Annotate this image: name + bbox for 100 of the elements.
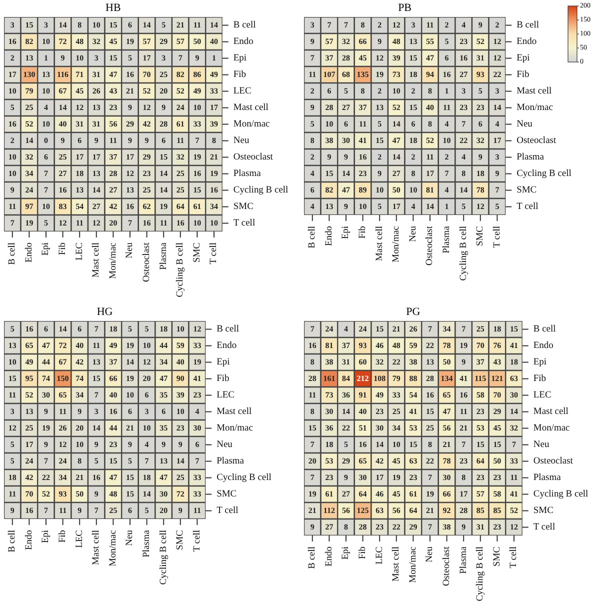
data-label: 33 xyxy=(210,86,218,96)
y-tick-label: Mon/mac xyxy=(233,119,270,130)
data-label: 5 xyxy=(344,86,348,96)
data-label: 23 xyxy=(409,472,418,482)
x-tick-label: T cell xyxy=(192,529,202,552)
data-label: 44 xyxy=(42,357,50,366)
data-label: 12 xyxy=(58,218,67,228)
data-label: 7 xyxy=(310,472,314,482)
data-label: 10 xyxy=(42,37,50,46)
data-label: 86 xyxy=(193,70,202,80)
data-label: 19 xyxy=(193,152,202,162)
data-label: 23 xyxy=(493,522,502,532)
data-label: 5 xyxy=(378,202,382,212)
data-label: 81 xyxy=(426,186,434,195)
data-label: 25 xyxy=(142,186,151,195)
data-label: 9 xyxy=(128,136,132,146)
data-label: 16 xyxy=(426,390,434,400)
chart-title: PG xyxy=(405,306,422,318)
data-label: 14 xyxy=(160,186,168,195)
data-label: 35 xyxy=(160,390,168,400)
data-label: 45 xyxy=(109,37,118,46)
y-tick-label: Neu xyxy=(533,439,550,450)
data-label: 135 xyxy=(356,70,369,80)
data-label: 19 xyxy=(392,472,400,482)
data-label: 17 xyxy=(142,54,151,63)
data-label: 74 xyxy=(42,374,50,383)
data-label: 2 xyxy=(310,86,314,96)
data-label: 134 xyxy=(440,374,453,383)
chart-title: HG xyxy=(96,306,114,318)
data-label: 15 xyxy=(376,324,384,334)
data-label: 61 xyxy=(325,489,334,498)
data-label: 32 xyxy=(476,136,484,146)
data-label: 25 xyxy=(160,70,168,80)
data-label: 65 xyxy=(358,456,367,466)
data-label: 17 xyxy=(493,136,502,146)
data-label: 10 xyxy=(392,86,400,96)
data-label: 78 xyxy=(442,456,451,466)
y-tick-label: Osteoclast xyxy=(533,456,574,466)
data-label: 41 xyxy=(510,489,518,498)
data-label: 8 xyxy=(310,136,314,146)
y-tick-label: SMC xyxy=(233,202,254,212)
data-label: 4 xyxy=(310,202,314,212)
data-label: 4 xyxy=(344,324,348,334)
chart-title: PB xyxy=(397,2,413,14)
data-label: 14 xyxy=(160,169,168,178)
data-label: 47 xyxy=(392,136,400,146)
x-tick-label: LEC xyxy=(374,546,385,564)
data-label: 23 xyxy=(493,472,502,482)
data-label: 15 xyxy=(409,103,418,112)
data-label: 52 xyxy=(426,136,434,146)
data-label: 7 xyxy=(428,522,432,532)
data-label: 5 xyxy=(310,120,314,129)
data-label: 12 xyxy=(510,522,518,532)
data-label: 150 xyxy=(56,374,69,383)
data-label: 5 xyxy=(10,440,14,449)
data-label: 2 xyxy=(495,20,500,30)
data-label: 13 xyxy=(25,406,34,416)
data-label: 19 xyxy=(160,202,168,212)
data-label: 5 xyxy=(128,456,132,466)
data-label: 24 xyxy=(58,456,67,466)
data-label: 3 xyxy=(411,20,416,30)
y-tick-label: T cell xyxy=(516,202,539,212)
data-label: 10 xyxy=(8,169,16,178)
x-tick-label: SMC xyxy=(176,530,186,550)
data-label: 6 xyxy=(162,136,166,146)
x-tick-label: Neu xyxy=(408,226,418,242)
data-label: 8 xyxy=(411,169,416,178)
data-label: 9 xyxy=(344,152,348,162)
data-label: 7 xyxy=(428,324,432,334)
data-label: 9 xyxy=(94,440,98,449)
x-tick-label: Epi xyxy=(341,226,352,240)
data-label: 14 xyxy=(460,186,468,195)
data-label: 212 xyxy=(356,374,369,383)
data-label: 10 xyxy=(325,120,334,129)
data-label: 2 xyxy=(310,152,314,162)
data-label: 21 xyxy=(126,86,134,96)
data-label: 12 xyxy=(476,202,484,212)
data-label: 9 xyxy=(60,54,65,63)
data-label: 13 xyxy=(76,186,84,195)
data-label: 9 xyxy=(10,506,14,515)
data-label: 42 xyxy=(376,456,384,466)
data-label: 15 xyxy=(308,423,316,432)
data-label: 9 xyxy=(78,406,82,416)
x-tick-label: Neu xyxy=(125,242,136,258)
data-label: 7 xyxy=(44,456,48,466)
data-label: 10 xyxy=(376,186,384,195)
data-label: 16 xyxy=(25,324,34,334)
x-tick-label: Plasma xyxy=(158,242,169,270)
data-label: 56 xyxy=(392,506,400,515)
data-label: 52 xyxy=(176,86,184,96)
data-label: 9 xyxy=(94,489,98,498)
data-label: 6 xyxy=(310,186,314,195)
data-label: 85 xyxy=(476,506,484,515)
data-label: 18 xyxy=(109,324,118,334)
data-label: 28 xyxy=(308,374,316,383)
data-label: 11 xyxy=(160,218,168,228)
data-label: 28 xyxy=(358,522,367,532)
data-label: 6 xyxy=(44,152,48,162)
data-label: 83 xyxy=(58,202,67,212)
data-label: 30 xyxy=(442,472,451,482)
